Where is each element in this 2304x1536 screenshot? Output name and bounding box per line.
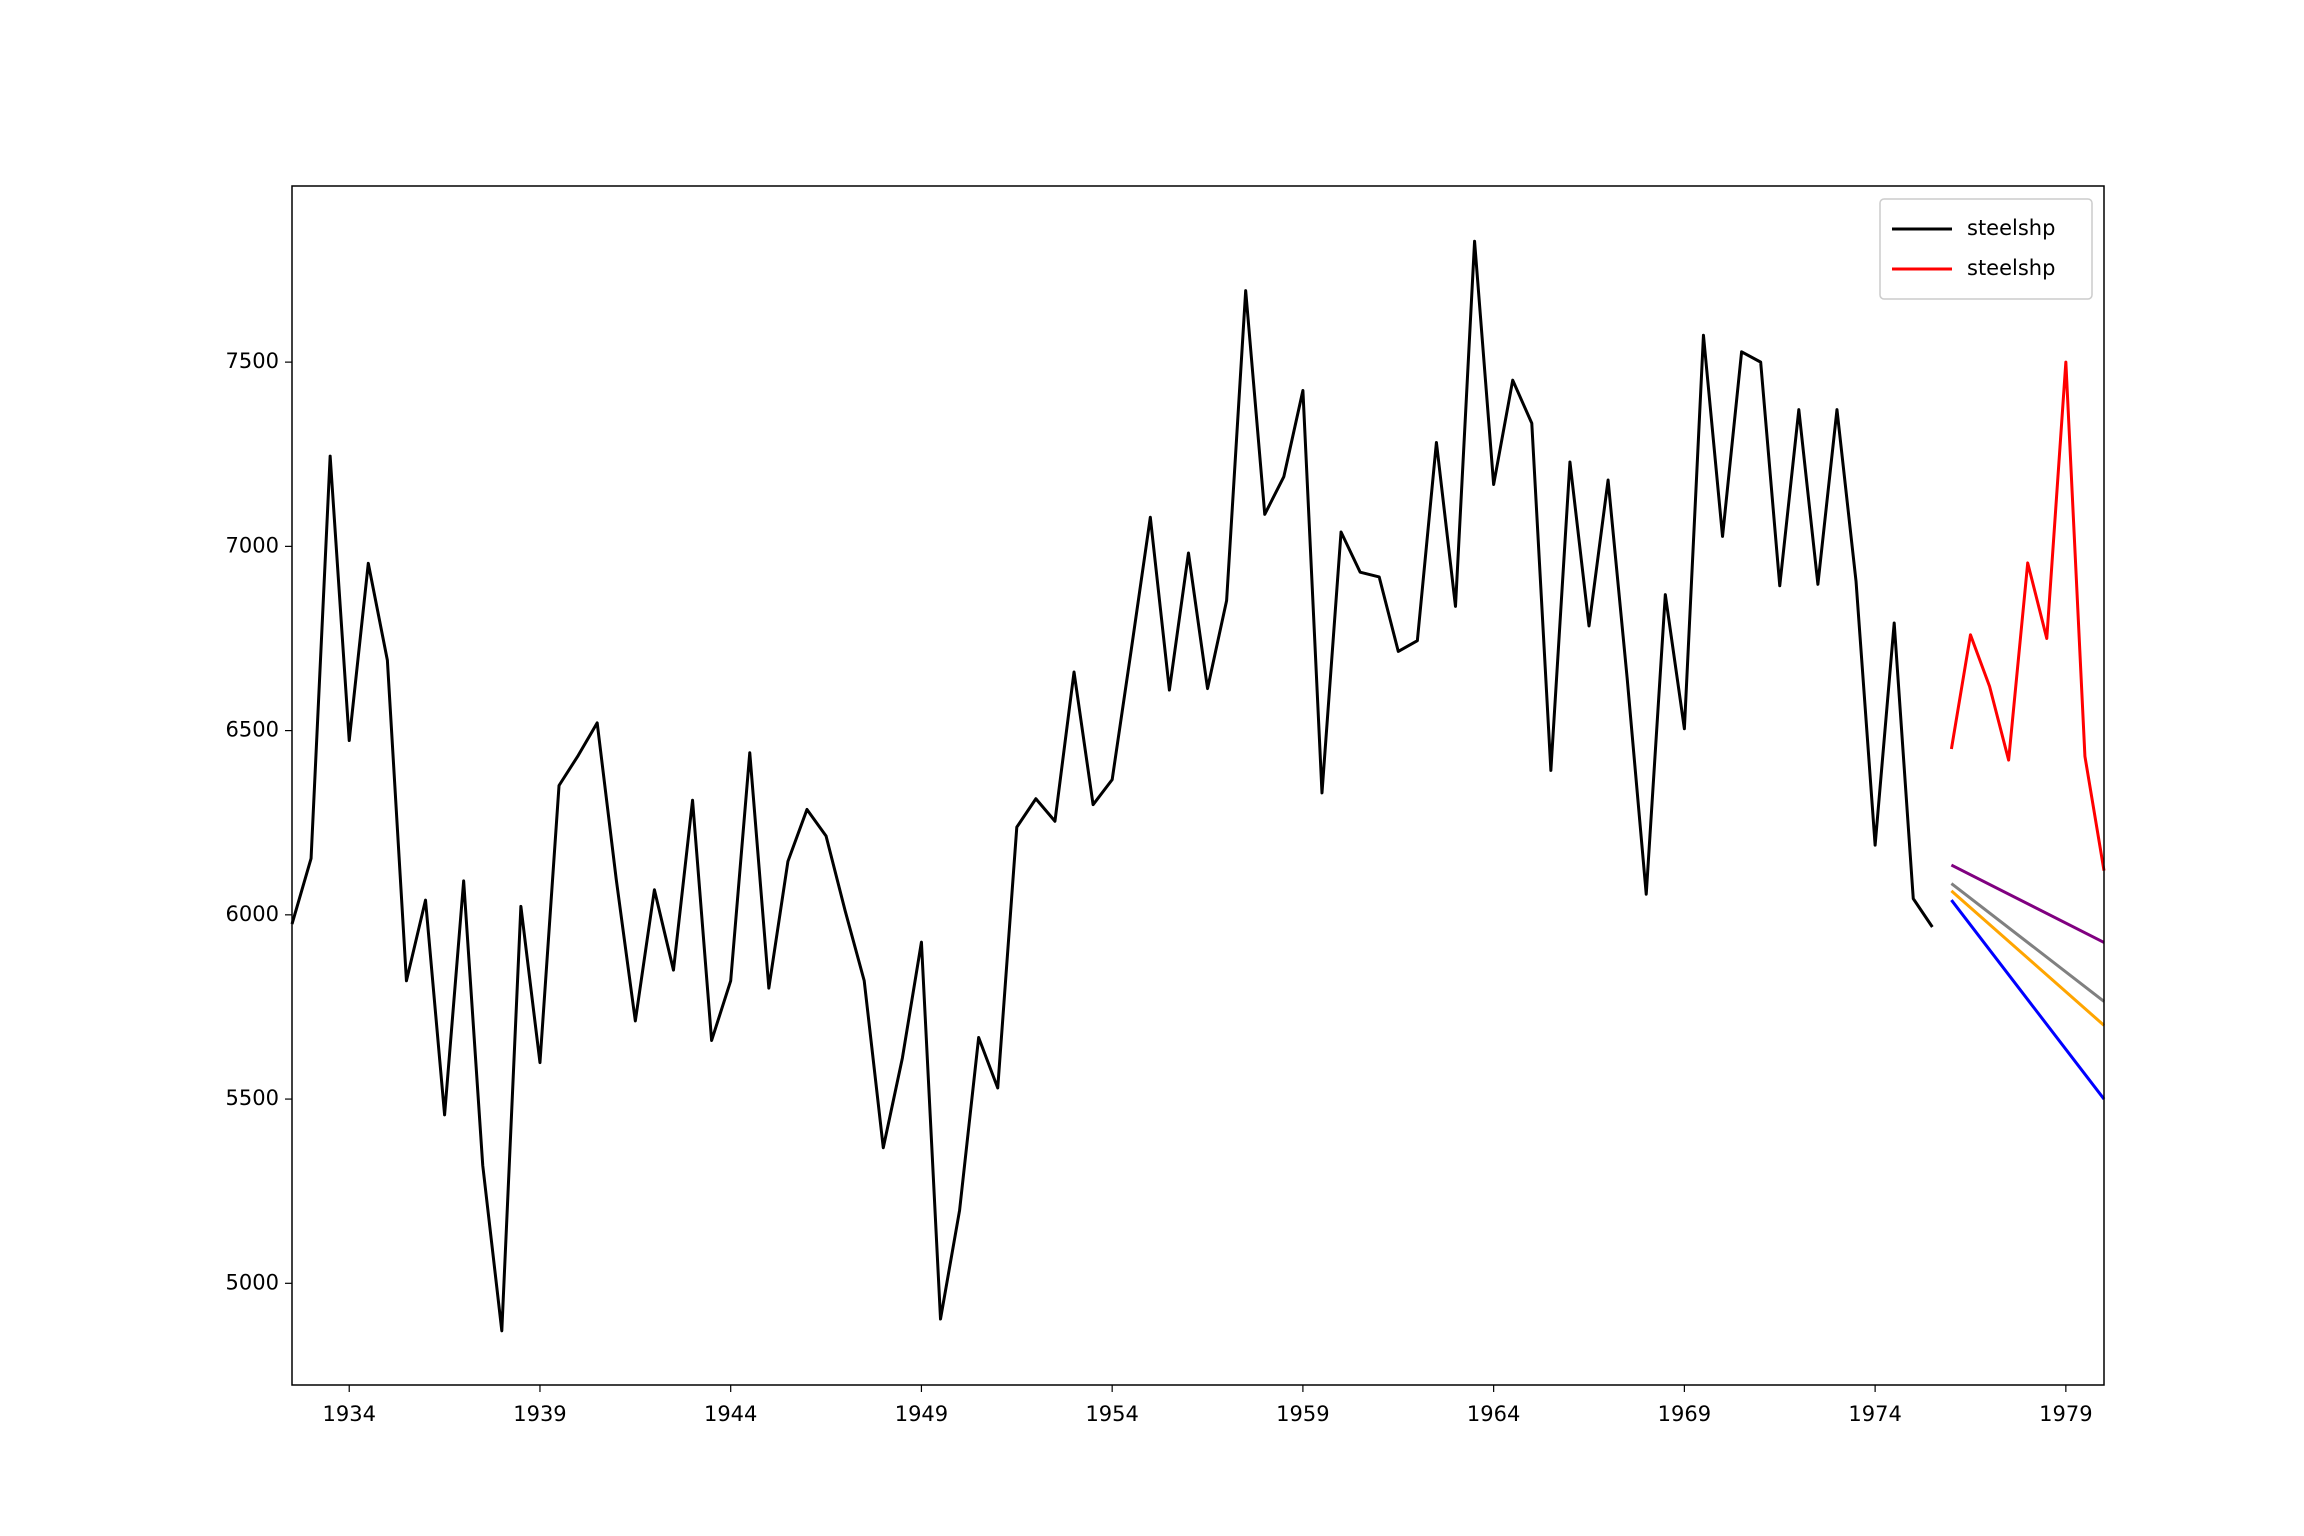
x-tick-label: 1959 bbox=[1276, 1402, 1329, 1426]
legend-label: steelshp bbox=[1967, 256, 2055, 280]
series-line bbox=[1950, 882, 2105, 1003]
y-tick-label: 5500 bbox=[226, 1086, 279, 1110]
legend-box bbox=[1879, 198, 2093, 300]
y-tick-label: 7000 bbox=[226, 533, 279, 557]
x-tick-label: 1969 bbox=[1658, 1402, 1711, 1426]
y-tick-label: 5000 bbox=[226, 1270, 279, 1294]
x-tick-label: 1979 bbox=[2039, 1402, 2092, 1426]
y-tick-label: 6000 bbox=[226, 902, 279, 926]
series-line bbox=[1950, 863, 2105, 944]
x-tick-label: 1939 bbox=[513, 1402, 566, 1426]
x-tick-label: 1944 bbox=[704, 1402, 757, 1426]
plot-frame bbox=[291, 185, 2105, 1386]
x-tick-label: 1954 bbox=[1085, 1402, 1138, 1426]
y-tick-label: 7500 bbox=[226, 349, 279, 373]
series-line bbox=[1949, 360, 2106, 871]
series-line bbox=[290, 239, 1934, 1333]
legend-label: steelshp bbox=[1967, 216, 2055, 240]
x-tick-label: 1934 bbox=[322, 1402, 375, 1426]
series-line bbox=[1950, 899, 2106, 1100]
x-tick-label: 1949 bbox=[895, 1402, 948, 1426]
series-line bbox=[1950, 889, 2105, 1027]
y-tick-label: 6500 bbox=[226, 718, 279, 742]
x-tick-label: 1964 bbox=[1467, 1402, 1520, 1426]
x-tick-label: 1974 bbox=[1848, 1402, 1901, 1426]
